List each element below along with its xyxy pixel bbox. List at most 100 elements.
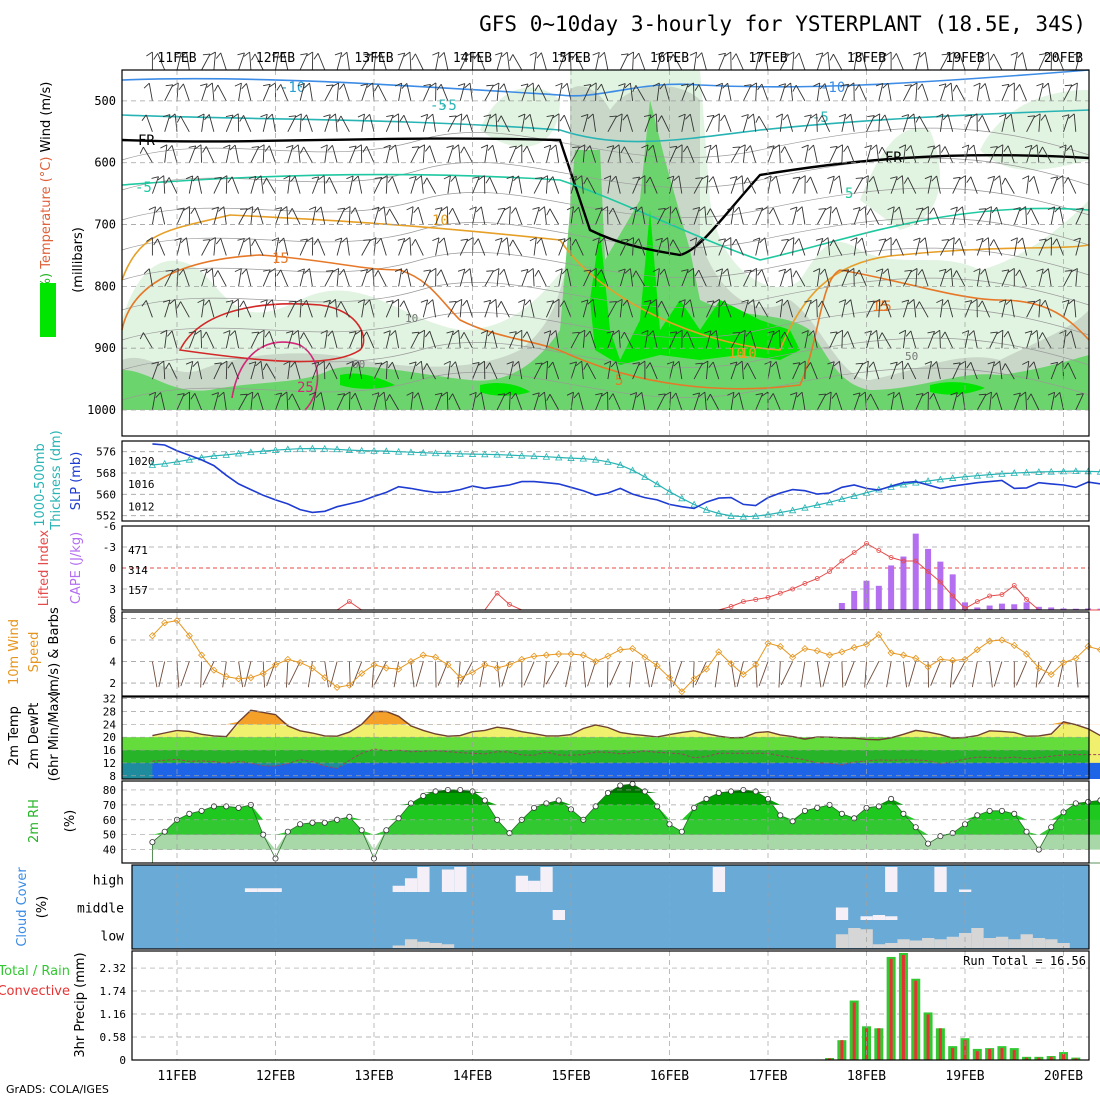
surface-wind-barb xyxy=(180,661,190,687)
wind-barb xyxy=(873,113,881,132)
wind-barb xyxy=(817,300,831,318)
wind-barb xyxy=(669,145,678,163)
wind-barb xyxy=(529,51,537,71)
wind-barb xyxy=(329,299,338,318)
wind-barb xyxy=(613,144,621,163)
wind-barb xyxy=(910,268,918,287)
wind-barb xyxy=(741,114,749,132)
wind-barb xyxy=(447,115,457,133)
precip-conv-bar xyxy=(1062,1054,1065,1060)
wind-barb xyxy=(922,391,929,411)
isotherm-label: 15 xyxy=(272,251,289,267)
wind-barb xyxy=(878,332,892,349)
wind-barb xyxy=(859,206,867,225)
wind-barb xyxy=(817,115,831,132)
wind-barb xyxy=(366,82,375,101)
wind-barb xyxy=(499,83,510,102)
wind-barb xyxy=(487,144,498,163)
wind-speed-marker xyxy=(862,640,871,648)
wind-barb xyxy=(336,393,346,411)
wind-speed-marker xyxy=(382,664,390,672)
wind-barb xyxy=(650,113,658,132)
y-tick-label: 24 xyxy=(103,718,117,731)
wind-barb xyxy=(524,113,535,132)
wind-barb xyxy=(1028,176,1040,194)
surface-wind-barb xyxy=(993,661,1003,687)
wind-barb xyxy=(299,332,313,349)
wind-barb xyxy=(548,176,560,194)
cloud-bar-low xyxy=(1057,943,1070,948)
wind-barb xyxy=(878,146,892,163)
wind-barb xyxy=(1026,208,1040,225)
wind-barb xyxy=(513,361,523,380)
wind-barb xyxy=(1024,330,1033,349)
wind-barb xyxy=(927,330,935,349)
wind-barb xyxy=(413,392,424,411)
wind-barb xyxy=(489,113,498,132)
wind-barb xyxy=(362,146,375,163)
wind-barb xyxy=(297,83,305,102)
wind-barb xyxy=(176,301,190,318)
cape-bar xyxy=(998,603,1005,610)
wind-barb xyxy=(392,113,400,132)
wind-barb xyxy=(819,83,831,102)
wind-barb xyxy=(976,238,984,256)
cloud-bar-low xyxy=(441,944,455,948)
wind-barb xyxy=(200,268,208,287)
dewpt-low-fill xyxy=(152,762,1100,779)
precip-conv-bar xyxy=(828,1058,832,1060)
wind-barb xyxy=(583,177,596,194)
wind-barb xyxy=(397,238,406,256)
cloud-level-label: low xyxy=(101,930,125,945)
wind-barb xyxy=(269,268,276,287)
wind-barb xyxy=(422,269,432,287)
wind-barb xyxy=(592,237,600,256)
cape-bar xyxy=(1072,608,1079,610)
wind-barb xyxy=(343,206,351,225)
wind-axis-title-part: 10m Wind xyxy=(7,619,22,685)
wind-barb xyxy=(924,361,932,380)
rh2m-marker xyxy=(555,797,562,804)
wind-barb xyxy=(288,208,301,225)
wind-barb xyxy=(484,84,494,102)
wind-barb xyxy=(1008,268,1015,287)
wind-barb xyxy=(443,175,451,194)
wind-barb xyxy=(485,362,498,380)
wind-barb xyxy=(180,51,190,71)
pressure-axis-title: (millibars) xyxy=(71,227,86,293)
temp-axis-title: 2m Temp xyxy=(7,706,22,766)
wind-barb xyxy=(1038,146,1052,163)
wind-barb xyxy=(952,270,966,287)
thickness-marker xyxy=(505,451,514,459)
y-tick-label: 16 xyxy=(103,744,116,757)
precip-axis-title-part: 3hr Precip (mm) xyxy=(73,952,88,1057)
wind-barb xyxy=(784,268,794,287)
wind-barb xyxy=(497,115,510,133)
wind-barb xyxy=(1003,331,1015,349)
precip-conv-bar xyxy=(926,1014,930,1060)
wind-speed-marker xyxy=(764,639,772,647)
cloud-bar-low xyxy=(983,938,996,948)
wind-barb xyxy=(698,391,707,411)
wind-barb xyxy=(838,113,847,132)
wind-speed-marker xyxy=(419,651,427,659)
thickness-marker xyxy=(678,494,686,502)
wind-barb xyxy=(401,83,412,102)
wind-barb xyxy=(620,146,634,163)
wind-barb xyxy=(976,52,984,71)
wind-barb xyxy=(585,145,597,163)
wind-barb xyxy=(352,361,363,380)
wind-barb xyxy=(718,52,726,71)
wind-barb xyxy=(952,362,961,380)
wind-barb xyxy=(148,206,156,225)
thickness-marker xyxy=(394,447,403,455)
wind-barb xyxy=(940,146,954,163)
wind-barb xyxy=(160,329,168,349)
wind-barb xyxy=(704,144,712,163)
cloud-bar-low xyxy=(1008,939,1021,948)
cape-bar xyxy=(851,590,858,610)
wind-barb xyxy=(692,206,701,225)
surface-wind-barb xyxy=(324,661,329,688)
wind-barb xyxy=(178,269,190,287)
wind-barb xyxy=(162,114,171,132)
